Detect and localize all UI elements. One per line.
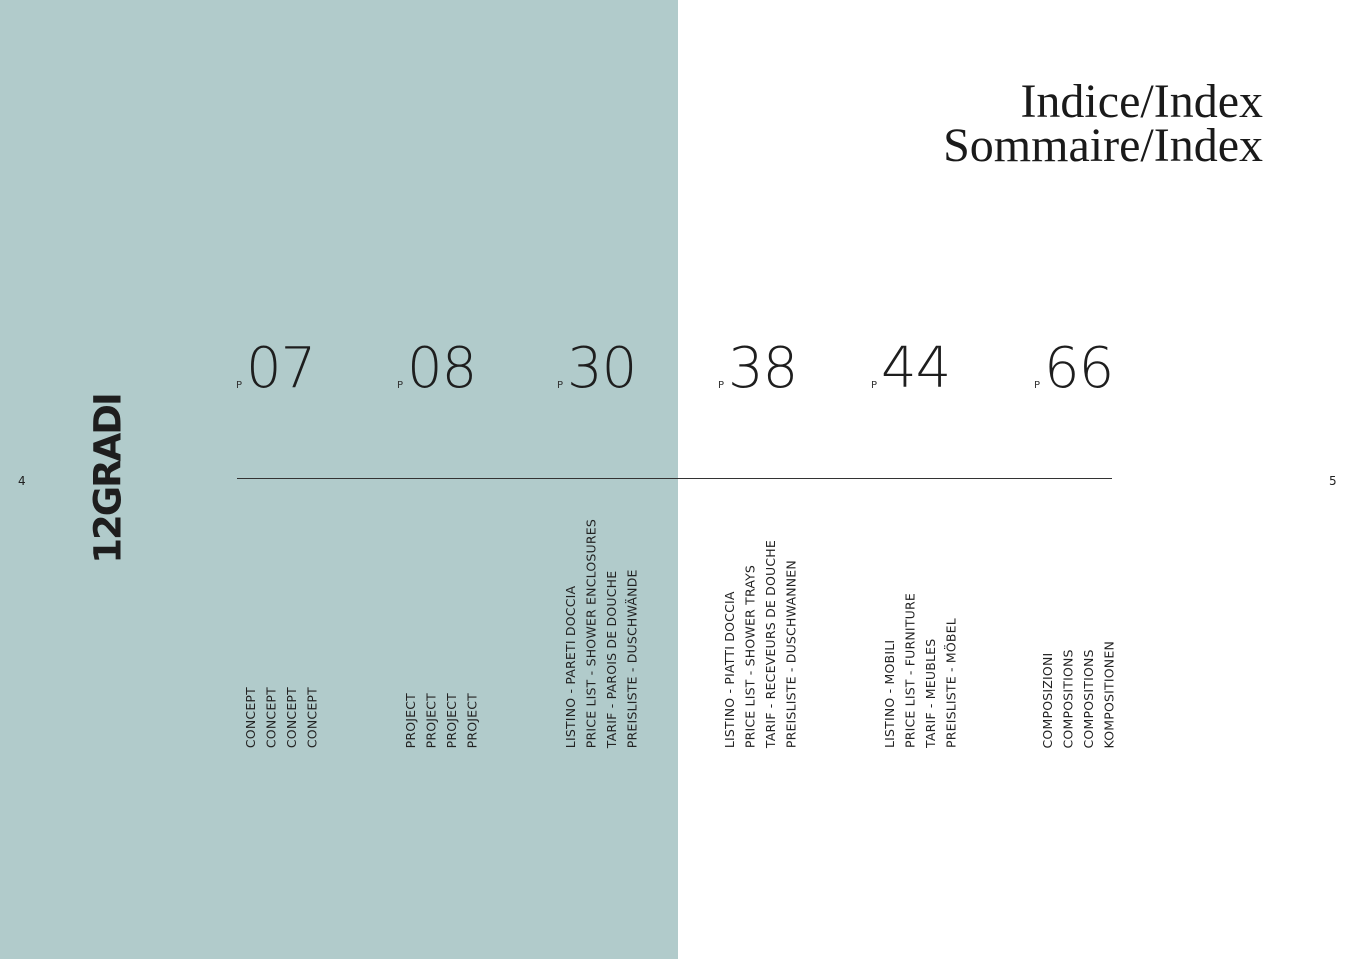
page-number: 38 (728, 336, 798, 401)
section-label: PRICE LIST - FURNITURE (902, 592, 918, 748)
index-entry-labels: PROJECT PROJECT PROJECT PROJECT (401, 693, 483, 748)
section-label: TARIF - RECEVEURS DE DOUCHE (763, 539, 778, 748)
page-number: 07 (246, 336, 316, 401)
section-label: PROJECT (444, 692, 459, 748)
section-label: LISTINO - PIATTI DOCCIA (722, 591, 737, 748)
page-number: 66 (1044, 336, 1114, 401)
page-prefix: P (871, 380, 878, 391)
section-label: PRICE LIST - SHOWER ENCLOSURES (583, 518, 599, 748)
section-label: CONCEPT (263, 686, 279, 748)
section-label: COMPOSIZIONI (1040, 652, 1055, 748)
page-number: 30 (567, 336, 637, 401)
page-number: 08 (407, 336, 477, 401)
section-label: PROJECT (403, 692, 418, 748)
section-label: KOMPOSITIONEN (1101, 640, 1117, 749)
index-entry-labels: COMPOSIZIONI COMPOSITIONS COMPOSITIONS KOMP… (1038, 641, 1120, 749)
brand-logo: 12GRADI (87, 394, 130, 563)
section-label: LISTINO - PARETI DOCCIA (563, 585, 578, 748)
section-label: PROJECT (423, 692, 439, 748)
page-title: Indice/Index Sommaire/Index (943, 75, 1263, 172)
index-entry-labels: LISTINO - MOBILI PRICE LIST - FURNITURE TA… (880, 593, 962, 748)
left-page-background (0, 0, 678, 959)
page-number-right: 5 (1329, 474, 1337, 488)
section-label: CONCEPT (284, 686, 299, 748)
page-prefix: P (557, 380, 564, 391)
section-label: PRICE LIST - SHOWER TRAYS (742, 564, 758, 748)
section-label: CONCEPT (304, 686, 320, 748)
brand-logo-text: 12GRADI (86, 394, 130, 564)
page-prefix: P (1034, 380, 1041, 391)
index-entry-labels: LISTINO - PIATTI DOCCIA PRICE LIST - SHOW… (720, 540, 802, 748)
section-label: PROJECT (464, 692, 480, 748)
section-label: CONCEPT (243, 686, 258, 748)
section-label: COMPOSITIONS (1081, 648, 1096, 748)
divider-line (237, 478, 1112, 479)
section-label: PREISLISTE - DUSCHWÄNDE (624, 569, 640, 748)
page-number: 44 (881, 336, 951, 401)
section-label: TARIF - PAROIS DE DOUCHE (604, 570, 619, 748)
index-entry-labels: LISTINO - PARETI DOCCIA PRICE LIST - SHOW… (561, 519, 643, 748)
section-label: PREISLISTE - MÖBEL (943, 618, 959, 748)
page-prefix: P (718, 380, 725, 391)
page-prefix: P (397, 380, 404, 391)
index-entry-labels: CONCEPT CONCEPT CONCEPT CONCEPT (241, 687, 323, 748)
section-label: LISTINO - MOBILI (882, 639, 897, 748)
page-prefix: P (236, 380, 243, 391)
page-number-left: 4 (18, 474, 26, 488)
title-line-2: Sommaire/Index (943, 119, 1263, 172)
title-line-1: Indice/Index (1020, 75, 1263, 128)
section-label: TARIF - MEUBLES (923, 638, 938, 748)
section-label: PREISLISTE - DUSCHWANNEN (783, 559, 799, 748)
section-label: COMPOSITIONS (1060, 648, 1076, 748)
